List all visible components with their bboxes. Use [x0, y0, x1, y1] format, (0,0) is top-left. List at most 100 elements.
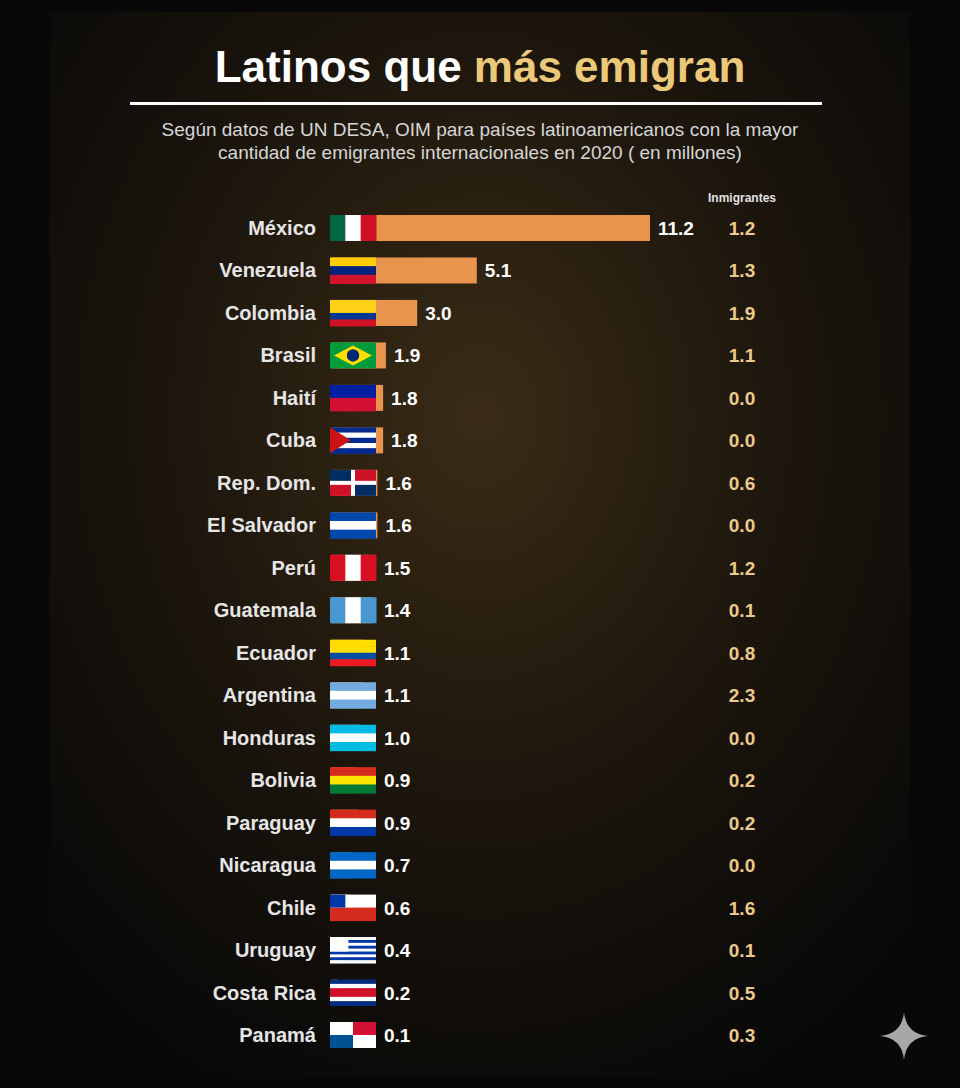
flag-diamond — [334, 345, 372, 365]
flag-circle — [347, 349, 359, 361]
flag-stripe — [330, 954, 376, 957]
flag-stripe — [330, 861, 376, 870]
value-label: 0.9 — [384, 770, 410, 791]
immigrants-value: 1.2 — [729, 558, 755, 579]
flag-stripe — [330, 700, 376, 709]
category-label: Venezuela — [219, 259, 317, 281]
flag-stripe — [330, 640, 376, 647]
flag — [330, 682, 376, 709]
flag — [330, 257, 376, 283]
flag-stripe — [330, 653, 376, 660]
panel — [50, 12, 910, 1076]
flag-stripe — [345, 597, 361, 623]
category-label: Honduras — [223, 727, 316, 749]
flag-stripe — [330, 555, 346, 581]
category-label: Ecuador — [236, 642, 316, 664]
immigrants-value: 0.6 — [729, 473, 755, 494]
flag-stripe — [330, 725, 376, 734]
immigrants-value: 0.0 — [729, 515, 755, 536]
value-label: 0.1 — [384, 1025, 411, 1046]
value-label: 0.7 — [384, 855, 410, 876]
flag-canton — [330, 895, 345, 908]
labels: México11.21.2Venezuela5.11.3Colombia3.01… — [207, 217, 756, 1046]
flag-quarter — [330, 1035, 353, 1048]
title-rule — [130, 102, 822, 105]
flag-stripe — [330, 1001, 376, 1006]
category-label: Brasil — [260, 344, 316, 366]
flag-stripe — [330, 784, 376, 793]
flag-stripe — [330, 810, 376, 819]
flag-stripe — [361, 555, 377, 581]
flag-stripe — [330, 306, 376, 313]
value-label: 11.2 — [658, 218, 694, 239]
flag — [330, 215, 377, 241]
value-label: 1.4 — [384, 600, 411, 621]
value-label: 1.0 — [384, 728, 410, 749]
flag-stripe — [330, 908, 376, 922]
flag-canton — [330, 937, 348, 951]
category-label: Chile — [267, 897, 316, 919]
flag-stripe — [330, 385, 376, 399]
flag-stripe — [330, 521, 376, 530]
flag — [330, 852, 376, 879]
sparkle — [880, 1012, 928, 1060]
flag-stripe — [330, 597, 346, 623]
bars — [332, 215, 650, 1048]
column-header: Inmigrantes — [708, 191, 776, 205]
value-label: 1.8 — [391, 388, 417, 409]
flag-stripe — [330, 257, 376, 266]
flag-stripe — [330, 266, 376, 275]
title: Latinos que más emigran — [215, 42, 746, 91]
immigrants-value: 0.2 — [729, 813, 755, 834]
flag-stripe — [330, 767, 376, 776]
flag-stripe — [330, 530, 376, 539]
category-label: Perú — [272, 557, 316, 579]
flags — [330, 215, 377, 1048]
immigrants-value: 0.8 — [729, 643, 755, 664]
value-label: 0.4 — [384, 940, 411, 961]
value-label: 1.1 — [384, 643, 411, 664]
flag — [330, 512, 376, 539]
value-label: 1.9 — [394, 345, 420, 366]
immigrants-value: 1.1 — [729, 345, 756, 366]
flag-quarter — [353, 1035, 376, 1048]
immigrants-value: 1.9 — [729, 303, 755, 324]
flag-quarter — [330, 1022, 353, 1035]
flag-stripe — [330, 733, 376, 742]
value-label: 1.6 — [385, 515, 411, 536]
category-label: Paraguay — [226, 812, 317, 834]
flag-stripe — [330, 827, 376, 836]
flag-stripe — [330, 313, 376, 320]
flag-stripe — [330, 852, 376, 861]
flag — [330, 555, 377, 581]
immigrants-value: 1.3 — [729, 260, 755, 281]
flag-stripe — [330, 957, 376, 960]
category-label: Panamá — [239, 1024, 317, 1046]
title-part: Latinos que — [215, 42, 474, 91]
flag-stripe — [330, 512, 376, 521]
value-label: 1.1 — [384, 685, 411, 706]
flag-stripe — [330, 997, 376, 1002]
category-label: Costa Rica — [213, 982, 317, 1004]
flag-stripe — [330, 691, 376, 700]
flag-stripe — [345, 555, 361, 581]
flag-triangle — [330, 427, 351, 453]
flag-stripe — [330, 300, 376, 307]
category-label: Bolivia — [250, 769, 316, 791]
value-label: 3.0 — [425, 303, 451, 324]
value-label: 0.9 — [384, 813, 410, 834]
flag — [330, 640, 376, 667]
flag-cross — [330, 481, 376, 485]
flag — [330, 980, 376, 1007]
flag — [330, 810, 376, 837]
flag-stripe — [330, 398, 376, 412]
background — [0, 0, 960, 1088]
flag-stripe — [330, 895, 376, 909]
category-label: Cuba — [266, 429, 317, 451]
category-label: Guatemala — [214, 599, 317, 621]
flag — [330, 597, 377, 623]
immigrants-value: 0.1 — [729, 940, 756, 961]
category-label: México — [248, 217, 316, 239]
category-label: Rep. Dom. — [217, 472, 316, 494]
value-label: 5.1 — [485, 260, 512, 281]
